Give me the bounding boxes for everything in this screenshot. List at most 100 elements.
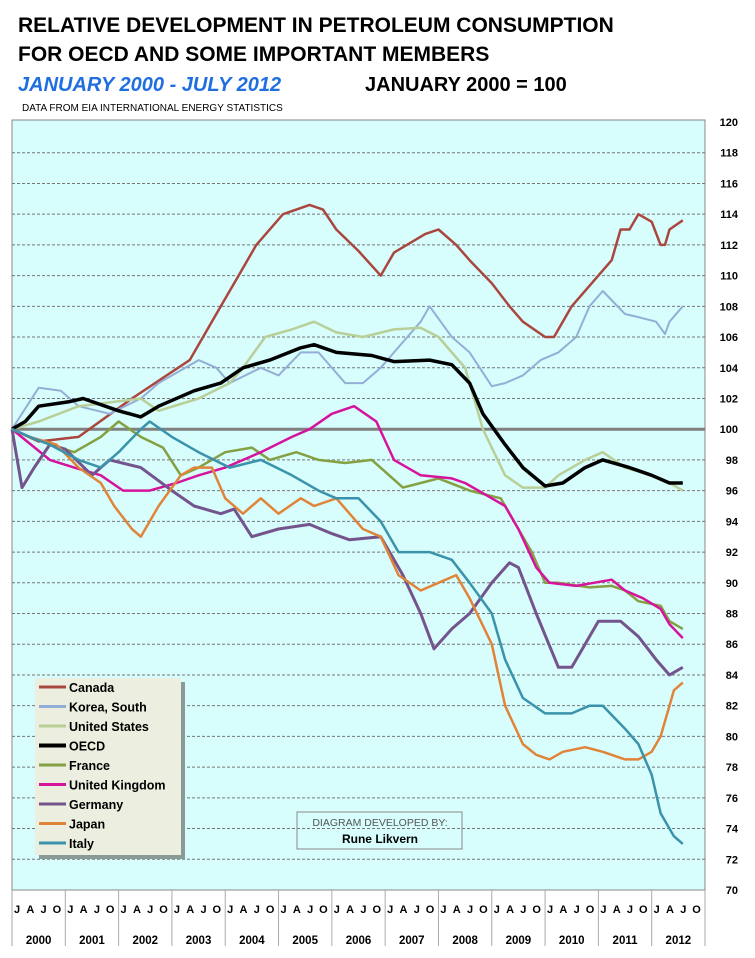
month-tick-label: A bbox=[559, 904, 567, 916]
legend-label: Japan bbox=[69, 818, 105, 832]
y-tick-label: 84 bbox=[726, 670, 739, 682]
month-tick-label: A bbox=[293, 904, 301, 916]
month-tick-label: J bbox=[440, 904, 446, 916]
year-label: 2008 bbox=[452, 935, 478, 947]
chart-base-note: JANUARY 2000 = 100 bbox=[365, 74, 567, 96]
month-tick-label: O bbox=[266, 904, 275, 916]
y-tick-label: 72 bbox=[726, 854, 738, 866]
y-tick-label: 96 bbox=[726, 486, 738, 498]
series-line-canada bbox=[11, 203, 684, 443]
y-tick-label: 88 bbox=[726, 609, 738, 621]
series-line-united-states bbox=[11, 320, 684, 492]
series-line-united-kingdom bbox=[11, 404, 684, 639]
y-tick-label: 104 bbox=[720, 363, 739, 375]
month-tick-label: J bbox=[547, 904, 553, 916]
legend-label: France bbox=[69, 759, 110, 773]
month-tick-label: J bbox=[520, 904, 526, 916]
year-label: 2010 bbox=[559, 935, 585, 947]
y-tick-label: 112 bbox=[720, 240, 738, 252]
month-tick-label: O bbox=[53, 904, 62, 916]
chart-title-line1: RELATIVE DEVELOPMENT IN PETROLEUM CONSUM… bbox=[18, 14, 614, 37]
y-tick-label: 100 bbox=[720, 424, 738, 436]
y-tick-label: 116 bbox=[720, 178, 738, 190]
month-tick-label: A bbox=[240, 904, 248, 916]
series-line-korea-south bbox=[11, 290, 684, 430]
month-tick-label: O bbox=[586, 904, 595, 916]
legend-label: Italy bbox=[69, 837, 94, 851]
legend-label: Canada bbox=[69, 681, 115, 695]
year-label: 2001 bbox=[79, 935, 105, 947]
month-tick-label: A bbox=[613, 904, 621, 916]
year-label: 2003 bbox=[186, 935, 212, 947]
y-tick-label: 120 bbox=[720, 117, 738, 129]
month-tick-label: A bbox=[346, 904, 354, 916]
month-tick-label: J bbox=[254, 904, 260, 916]
month-tick-label: J bbox=[467, 904, 473, 916]
month-tick-label: J bbox=[494, 904, 500, 916]
month-tick-label: J bbox=[227, 904, 233, 916]
month-tick-label: J bbox=[414, 904, 420, 916]
year-label: 2011 bbox=[613, 935, 639, 947]
series-line-japan bbox=[11, 428, 684, 761]
y-tick-label: 70 bbox=[726, 885, 738, 897]
chart-period: JANUARY 2000 - JULY 2012 bbox=[18, 74, 282, 96]
month-tick-label: A bbox=[26, 904, 34, 916]
y-tick-label: 108 bbox=[720, 301, 738, 313]
month-tick-label: O bbox=[532, 904, 541, 916]
month-tick-label: O bbox=[639, 904, 648, 916]
chart-source: DATA FROM EIA INTERNATIONAL ENERGY STATI… bbox=[22, 103, 283, 114]
legend-label: United States bbox=[69, 720, 149, 734]
month-tick-label: J bbox=[307, 904, 313, 916]
y-tick-label: 78 bbox=[726, 762, 738, 774]
month-tick-label: J bbox=[334, 904, 340, 916]
month-tick-label: J bbox=[41, 904, 47, 916]
y-tick-label: 110 bbox=[720, 271, 738, 283]
month-tick-label: O bbox=[159, 904, 168, 916]
month-tick-label: A bbox=[80, 904, 88, 916]
month-tick-label: A bbox=[133, 904, 141, 916]
month-tick-label: J bbox=[94, 904, 100, 916]
month-tick-label: J bbox=[174, 904, 180, 916]
year-label: 2007 bbox=[399, 935, 425, 947]
month-tick-label: O bbox=[319, 904, 328, 916]
year-label: 2005 bbox=[292, 935, 318, 947]
month-tick-label: O bbox=[692, 904, 701, 916]
month-tick-label: J bbox=[147, 904, 153, 916]
series-line-france bbox=[11, 420, 684, 630]
y-tick-label: 86 bbox=[726, 639, 738, 651]
y-tick-label: 74 bbox=[726, 824, 739, 836]
month-tick-label: A bbox=[399, 904, 407, 916]
year-label: 2009 bbox=[506, 935, 532, 947]
month-tick-label: J bbox=[574, 904, 580, 916]
y-tick-label: 98 bbox=[726, 455, 738, 467]
month-tick-label: A bbox=[186, 904, 194, 916]
month-tick-label: J bbox=[280, 904, 286, 916]
y-tick-label: 118 bbox=[720, 148, 738, 160]
month-tick-label: J bbox=[67, 904, 73, 916]
month-tick-label: J bbox=[387, 904, 393, 916]
month-tick-label: J bbox=[121, 904, 127, 916]
y-tick-label: 106 bbox=[720, 332, 738, 344]
year-label: 2006 bbox=[346, 935, 372, 947]
legend-label: OECD bbox=[69, 740, 105, 754]
y-tick-label: 76 bbox=[726, 793, 738, 805]
series-line-oecd bbox=[11, 342, 683, 488]
credit-name: Rune Likvern bbox=[342, 832, 418, 846]
month-tick-label: O bbox=[426, 904, 435, 916]
month-tick-label: J bbox=[600, 904, 606, 916]
y-tick-label: 80 bbox=[726, 731, 738, 743]
series-line-italy bbox=[11, 420, 684, 845]
y-tick-label: 94 bbox=[726, 516, 739, 528]
legend-label: United Kingdom bbox=[69, 779, 166, 793]
chart-title-line2: FOR OECD AND SOME IMPORTANT MEMBERS bbox=[18, 43, 490, 66]
y-tick-label: 102 bbox=[720, 393, 738, 405]
month-tick-label: A bbox=[453, 904, 461, 916]
month-tick-label: J bbox=[680, 904, 686, 916]
month-tick-label: O bbox=[372, 904, 381, 916]
y-tick-label: 82 bbox=[726, 701, 738, 713]
month-tick-label: O bbox=[479, 904, 488, 916]
year-label: 2012 bbox=[666, 935, 692, 947]
legend-label: Germany bbox=[69, 798, 123, 812]
y-tick-label: 92 bbox=[726, 547, 738, 559]
